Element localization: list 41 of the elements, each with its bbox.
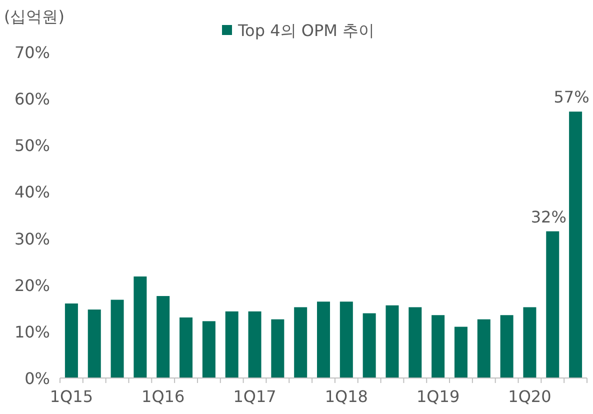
- bar: [340, 302, 353, 378]
- bar: [271, 319, 284, 378]
- bar: [546, 231, 560, 378]
- bar: [362, 313, 376, 378]
- bar: [156, 296, 170, 378]
- y-tick-label: 10%: [14, 322, 50, 342]
- x-tick-label: 1Q17: [233, 387, 276, 406]
- data-label: 57%: [554, 88, 590, 107]
- y-tick-label: 60%: [14, 90, 50, 109]
- x-tick-label: 1Q19: [416, 387, 460, 406]
- x-tick-label: 1Q15: [50, 387, 94, 406]
- text: (십억원): [4, 7, 64, 26]
- x-tick-label: 1Q20: [508, 387, 552, 406]
- data-label: 32%: [530, 207, 566, 226]
- bar: [454, 326, 468, 378]
- bar: [569, 112, 582, 378]
- bar: [386, 305, 399, 378]
- bar: [523, 307, 536, 378]
- bar: [202, 321, 216, 378]
- bar: [248, 311, 262, 378]
- bar: [408, 307, 422, 378]
- y-tick-label: 70%: [14, 43, 50, 62]
- bar: [110, 300, 124, 378]
- bar: [180, 317, 193, 378]
- legend: Top 4의 OPM 추이: [222, 21, 374, 40]
- bar: [294, 307, 308, 378]
- bar: [432, 315, 445, 378]
- bar: [134, 276, 147, 378]
- x-tick-label: 1Q18: [324, 387, 368, 406]
- bar: [477, 319, 490, 378]
- bar: [500, 315, 514, 378]
- bar: [64, 303, 78, 378]
- bar: [225, 311, 238, 378]
- bar: [317, 302, 330, 378]
- y-tick-label: 50%: [14, 136, 50, 156]
- y-tick-label: 20%: [14, 276, 50, 295]
- y-tick-label: 40%: [14, 182, 50, 202]
- x-tick-label: 1Q16: [142, 387, 185, 406]
- y-tick-label: 0%: [24, 369, 50, 388]
- y-tick-label: 30%: [14, 229, 50, 248]
- bar: [88, 310, 101, 378]
